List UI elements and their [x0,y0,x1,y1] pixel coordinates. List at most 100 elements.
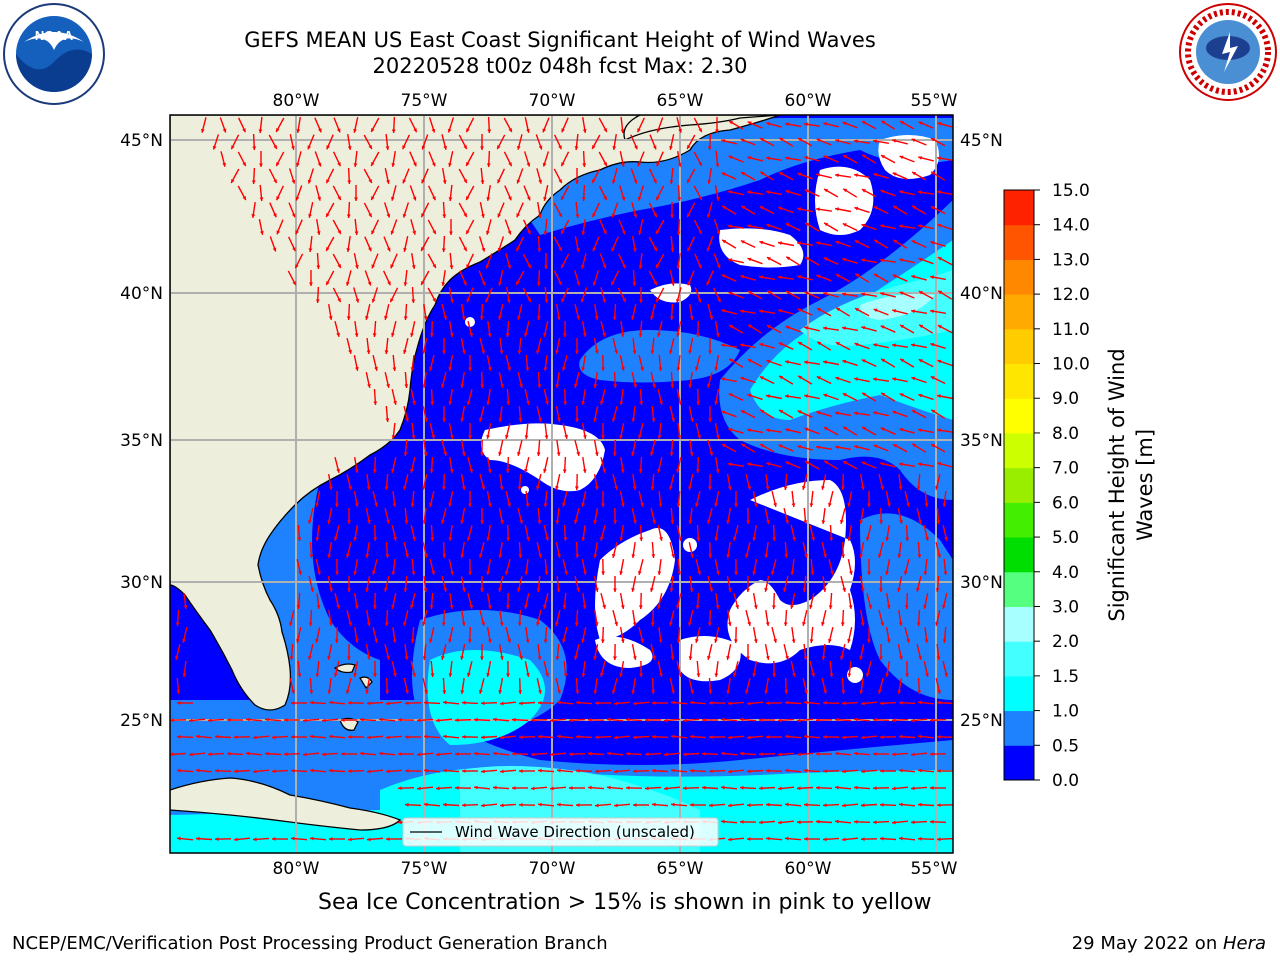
wave-vector-head [284,718,288,722]
wave-vector-head [493,785,497,790]
wave-vector-head [462,588,466,592]
wave-vector-head [508,162,512,167]
wave-vector-head [687,281,692,286]
wave-vector-head [899,258,903,262]
wave-vector-head [368,213,372,218]
wave-vector-head [308,655,312,660]
wave-vector-head [442,214,447,218]
wave-vector-head [385,554,390,558]
wave-vector-head [687,145,691,149]
wave-vector-head [717,298,721,303]
wave-vector-head [766,394,770,398]
wave-vector-head [669,485,673,490]
wave-vector-head [507,230,512,235]
wave-vector-head [747,359,752,363]
wave-vector-head [702,785,706,790]
wave-vector-head [879,520,883,524]
wave-vector-head [347,588,351,592]
wave-vector-head [878,553,882,558]
wave-vector-head [348,769,352,774]
wave-vector-head [842,701,846,706]
wave-vector-head [657,468,661,473]
wave-vector-head [937,734,941,739]
wave-vector-head [417,786,421,791]
wave-vector-head [823,554,827,558]
wave-vector-head [468,435,472,439]
wave-vector-head [423,588,428,592]
wave-vector-head [443,734,447,739]
wave-vector-head [519,383,523,388]
wave-vector-head [480,146,484,150]
wave-vector-head [448,163,452,167]
wave-vector-head [493,717,497,722]
wave-vector-head [785,156,789,161]
wave-vector-head [669,349,673,354]
wave-vector-head [291,836,295,841]
wave-vector-head [810,571,815,575]
wave-vector-head [797,308,802,313]
wave-vector-head [620,129,625,133]
wave-vector-head [935,588,940,592]
wave-vector-head [486,435,490,439]
wave-vector-head [821,520,826,524]
wave-vector-head [847,673,852,677]
wave-vector-head [778,444,783,448]
wave-vector-head [931,171,936,176]
wave-vector-head [543,468,547,473]
wave-vector-head [527,264,531,269]
wave-vector-head [366,622,371,626]
wave-vector-head [385,690,390,694]
wave-vector-head [861,461,866,466]
wave-vector-head [463,179,467,183]
wave-vector-head [778,752,782,757]
wave-vector-head [867,503,871,507]
wave-vector-head [631,315,635,320]
wave-vector-head [441,622,446,626]
wave-vector-head [576,769,580,773]
wave-vector-head [393,673,397,677]
wave-vector-head [175,655,179,660]
wave-vector-head [899,190,903,194]
wave-vector-head [766,701,770,705]
wave-vector-head [637,162,642,167]
wave-vector-head [346,553,350,558]
wave-vector-head [873,377,877,382]
wave-vector-head [329,700,333,705]
wave-vector-head [911,309,915,314]
wave-vector-head [880,325,885,329]
wave-vector-head [544,265,548,269]
wave-vector-head [555,621,559,626]
wave-vector-head [918,519,922,524]
colorbar-tick-label: 13.0 [1052,250,1090,270]
wave-vector-head [455,752,459,756]
wave-vector-head [930,819,934,824]
wave-vector-head [942,639,947,643]
wave-vector-head [574,655,578,660]
wave-vector-head [676,333,680,337]
wave-vector-head [448,537,453,541]
wave-vector-head [466,128,470,133]
wave-vector-head [448,639,452,643]
wave-vector-head [430,401,435,405]
wave-vector-head [911,343,915,348]
wave-vector-head [543,231,548,235]
wave-vector-head [912,443,917,448]
wave-vector-head [469,332,473,337]
wave-vector-head [413,128,417,133]
lat-label-right: 40°N [960,284,1003,304]
wave-vector-head [697,298,702,303]
colorbar-tick-label: 9.0 [1052,389,1079,409]
wave-vector-head [912,172,917,176]
wave-vector-head [860,588,865,592]
wave-vector-head [467,639,472,643]
wave-vector-head [690,768,694,773]
wave-vector-head [371,196,375,201]
wave-vector-head [785,734,789,739]
wave-vector-head [741,172,745,176]
wave-vector-head [747,121,752,125]
wave-vector-head [424,554,428,558]
wave-vector-head [722,205,727,210]
wave-vector-head [519,655,523,660]
wave-vector-head [360,751,364,756]
wave-vector-head [633,769,637,774]
